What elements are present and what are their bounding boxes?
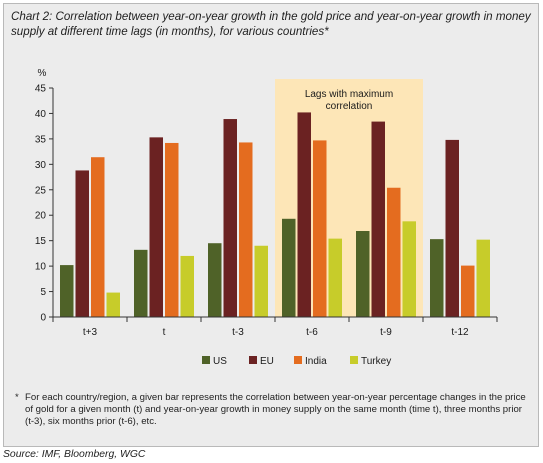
- bar-us-t-12: [430, 239, 444, 317]
- bar-india-t-6: [313, 140, 327, 317]
- bar-us-t-3: [208, 243, 222, 317]
- legend-swatch-turkey: [350, 356, 358, 364]
- chart-title: Chart 2: Correlation between year-on-yea…: [11, 10, 531, 38]
- bar-us-t-9: [356, 230, 370, 317]
- bar-eu-t-3: [223, 119, 237, 317]
- bar-eu-t: [149, 137, 163, 317]
- y-tick-label: 40: [35, 109, 47, 120]
- bar-us-t-6: [282, 218, 296, 317]
- footnote-text: For each country/region, a given bar rep…: [25, 392, 526, 427]
- highlight-label: Lags with maximum: [305, 89, 393, 100]
- x-tick-label: t+3: [83, 327, 98, 338]
- legend-swatch-eu: [249, 356, 257, 364]
- legend-swatch-us: [202, 356, 210, 364]
- y-tick-label: 45: [35, 84, 47, 95]
- chart-panel: Chart 2: Correlation between year-on-yea…: [3, 3, 539, 447]
- x-tick-label: t-6: [306, 327, 318, 338]
- y-axis-unit: %: [38, 68, 47, 79]
- bar-turkey-t+3: [106, 292, 120, 317]
- y-tick-label: 25: [35, 185, 47, 196]
- legend-label-turkey: Turkey: [361, 356, 391, 367]
- bar-india-t+3: [91, 157, 105, 317]
- bar-us-t+3: [60, 265, 74, 317]
- bar-turkey-t: [180, 255, 194, 317]
- legend-label-eu: EU: [260, 356, 274, 367]
- y-tick-label: 0: [40, 313, 46, 324]
- bar-turkey-t-3: [254, 245, 268, 317]
- y-tick-label: 35: [35, 134, 47, 145]
- y-tick-label: 15: [35, 236, 47, 247]
- y-tick-label: 30: [35, 160, 47, 171]
- legend-swatch-india: [294, 356, 302, 364]
- highlight-label: correlation: [326, 101, 373, 112]
- bar-turkey-t-6: [328, 238, 342, 317]
- bar-eu-t-9: [371, 121, 385, 317]
- bar-india-t-12: [461, 265, 475, 317]
- x-tick-label: t: [163, 327, 166, 338]
- bar-us-t: [134, 249, 148, 317]
- bar-eu-t-6: [297, 112, 311, 317]
- bar-eu-t+3: [75, 170, 89, 317]
- bar-india-t-9: [387, 187, 401, 317]
- source-note: Source: IMF, Bloomberg, WGC: [3, 449, 146, 460]
- x-tick-label: t-9: [380, 327, 392, 338]
- bar-eu-t-12: [445, 139, 459, 317]
- legend-label-india: India: [305, 356, 327, 367]
- highlight-band: [275, 79, 423, 317]
- legend-label-us: US: [213, 356, 227, 367]
- x-tick-label: t-3: [232, 327, 244, 338]
- bar-turkey-t-12: [476, 239, 490, 317]
- y-tick-label: 5: [40, 287, 46, 298]
- bar-turkey-t-9: [402, 221, 416, 317]
- bar-india-t: [165, 142, 179, 317]
- footnote-marker: *: [15, 392, 19, 403]
- bar-india-t-3: [239, 142, 253, 317]
- y-tick-label: 20: [35, 211, 47, 222]
- y-tick-label: 10: [35, 262, 47, 273]
- x-tick-label: t-12: [451, 327, 469, 338]
